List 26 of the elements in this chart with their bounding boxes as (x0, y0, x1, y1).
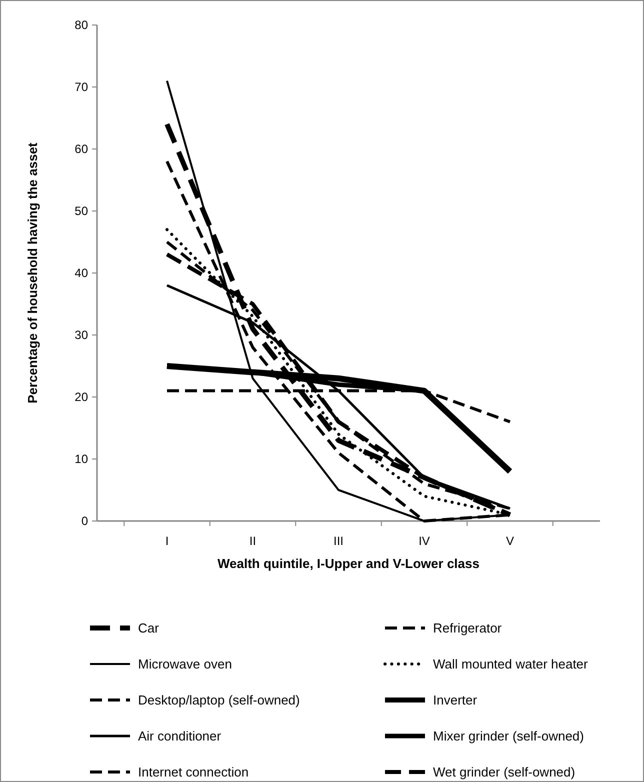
legend-label: Internet connection (138, 764, 249, 780)
legend-label: Refrigerator (433, 620, 502, 636)
legend-label: Wet grinder (self-owned) (433, 764, 576, 780)
y-tick-label: 60 (74, 142, 88, 156)
x-tick-label: II (249, 534, 256, 548)
x-tick-label: I (165, 534, 169, 548)
x-tick-label: IV (418, 534, 430, 548)
legend-label: Car (138, 620, 160, 636)
y-tick-label: 70 (74, 80, 88, 94)
legend-label: Mixer grinder (self-owned) (433, 728, 584, 744)
y-tick-label: 20 (74, 390, 88, 404)
y-tick-label: 80 (74, 18, 88, 32)
y-axis-title: Percentage of household having the asset (25, 142, 40, 404)
legend-label: Air conditioner (138, 728, 222, 744)
x-tick-label: V (506, 534, 514, 548)
x-axis-title: Wealth quintile, I-Upper and V-Lower class (218, 556, 480, 571)
y-tick-label: 50 (74, 204, 88, 218)
y-tick-label: 40 (74, 266, 88, 280)
y-tick-label: 30 (74, 328, 88, 342)
y-tick-label: 10 (74, 452, 88, 466)
legend-label: Inverter (433, 692, 478, 708)
y-tick-label: 0 (81, 514, 88, 528)
x-tick-label: III (333, 534, 344, 548)
legend-label: Desktop/laptop (self-owned) (138, 692, 300, 708)
legend-label: Microwave oven (138, 656, 232, 672)
legend-label: Wall mounted water heater (433, 656, 589, 672)
